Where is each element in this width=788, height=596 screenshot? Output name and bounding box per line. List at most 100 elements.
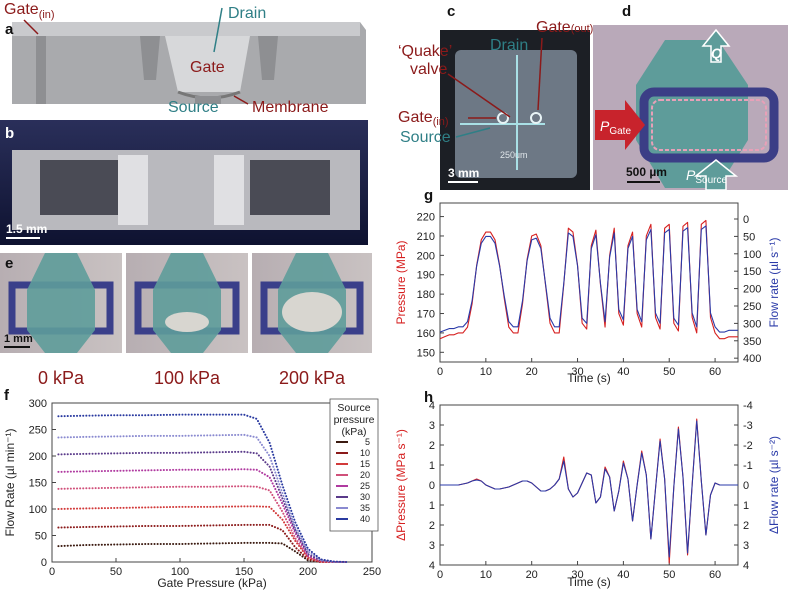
y2-tick-label: 4 (743, 560, 749, 572)
y2-axis-label: ΔFlow rate (µl s⁻²) (767, 436, 781, 534)
chamber (27, 253, 95, 353)
x-axis-label: Time (s) (567, 575, 611, 589)
gate-arrow (595, 100, 645, 150)
scale-label: 1.5 mm (6, 222, 47, 236)
label: ‘Quake’ (398, 43, 452, 60)
y-axis-label: ΔPressure (MPa s⁻¹) (394, 429, 408, 541)
label-text: P (686, 167, 696, 183)
x-tick-label: 60 (709, 366, 721, 378)
legend-label: 25 (360, 481, 370, 491)
panel-letter: h (424, 389, 433, 406)
series-line (57, 433, 348, 563)
label-text: Gate (4, 1, 39, 18)
label: Gate(in) (398, 109, 449, 128)
dark-region (40, 160, 120, 215)
y-tick-label: 300 (29, 398, 47, 410)
series-line (439, 225, 738, 333)
pointer (455, 127, 491, 138)
flow-arrow (701, 28, 731, 63)
x-tick-label: 250 (363, 566, 381, 578)
y2-tick-label: 1 (743, 500, 749, 512)
y-tick-label: 190 (417, 270, 435, 282)
y2-tick-label: -4 (743, 400, 753, 412)
label: Gate (190, 59, 225, 76)
scale-label: 3 mm (448, 166, 479, 180)
y2-tick-label: 300 (743, 318, 761, 330)
y-axis-label: Flow Rate (µl min⁻¹) (3, 429, 17, 537)
y2-tick-label: 0 (743, 214, 749, 226)
label: Source (400, 129, 451, 146)
panel-b: b 1.5 mm (0, 120, 368, 245)
device-top (12, 22, 360, 36)
panel-a: a Gate(in) Drain Gate Source Membrane (4, 1, 366, 116)
y2-tick-label: 150 (743, 266, 761, 278)
pointer (537, 37, 543, 111)
y-tick-label: 2 (429, 520, 435, 532)
x-axis-label: Time (s) (567, 371, 611, 385)
photo (126, 253, 248, 353)
y2-tick-label: 350 (743, 336, 761, 348)
scale-label: 500 µm (626, 165, 667, 179)
pillar (118, 155, 148, 225)
y-tick-label: 100 (29, 504, 47, 516)
panel-letter: f (4, 387, 10, 404)
y-tick-label: 4 (429, 400, 435, 412)
label: valve (410, 61, 447, 78)
panel-d: d Q PGate PSource 500 µm (593, 3, 788, 191)
legend-label: 40 (360, 514, 370, 524)
pressure-label: 100 kPa (154, 368, 221, 388)
chart-f: 0 50 100 150 200 250 0 50 100 150 200 250 300 Gate Pr… (3, 387, 381, 590)
y-tick-label: 0 (429, 480, 435, 492)
x-tick-label: 200 (299, 566, 317, 578)
x-tick-label: 0 (437, 366, 443, 378)
photo (0, 253, 122, 353)
series-line (57, 413, 348, 563)
y-tick-label: 160 (417, 328, 435, 340)
legend-label: 15 (360, 459, 370, 469)
x-tick-label: 150 (235, 566, 253, 578)
label: Q (711, 45, 722, 61)
scale-label: 1 mm (4, 333, 33, 345)
x-tick-label: 50 (663, 569, 675, 581)
x-tick-label: 0 (49, 566, 55, 578)
label: Drain (490, 37, 528, 54)
x-tick-label: 20 (526, 366, 538, 378)
legend-title: (kPa) (341, 426, 366, 438)
label: Membrane (252, 99, 329, 116)
x-tick-label: 30 (571, 366, 583, 378)
x-tick-label: 20 (526, 569, 538, 581)
source-arrow (693, 159, 739, 191)
y2-tick-label: 3 (743, 540, 749, 552)
y-tick-label: 150 (417, 347, 435, 359)
label: Gate(out) (536, 19, 593, 36)
source-channel (195, 96, 221, 104)
x-tick-label: 50 (110, 566, 122, 578)
legend-label: 30 (360, 492, 370, 502)
y-tick-label: 1 (429, 460, 435, 472)
panel-letter: b (5, 125, 14, 142)
chart-g: 0 10 20 30 40 50 60 150 160 170 180 190 200 210 220 0 50… (394, 187, 781, 385)
panel-letter: a (5, 21, 14, 38)
label-sub: Source (695, 175, 727, 186)
y2-tick-label: 100 (743, 249, 761, 261)
pointer (23, 19, 39, 35)
channel (258, 36, 278, 80)
y-axis-label: Pressure (MPa) (394, 240, 408, 324)
panel-letter: d (622, 3, 631, 20)
photo (252, 253, 372, 353)
y-tick-label: 3 (429, 540, 435, 552)
label-sub: (in) (433, 116, 449, 128)
pointer (447, 73, 511, 118)
series-line (57, 450, 348, 563)
label-text: Gate (536, 19, 571, 36)
y-tick-label: 170 (417, 309, 435, 321)
y2-tick-label: 250 (743, 301, 761, 313)
label: PGate (600, 118, 631, 137)
pointer (213, 7, 223, 53)
chamber (165, 36, 250, 92)
label: PSource (686, 167, 727, 186)
membrane (282, 292, 342, 332)
plot-area (51, 402, 373, 563)
series-line (440, 420, 738, 558)
